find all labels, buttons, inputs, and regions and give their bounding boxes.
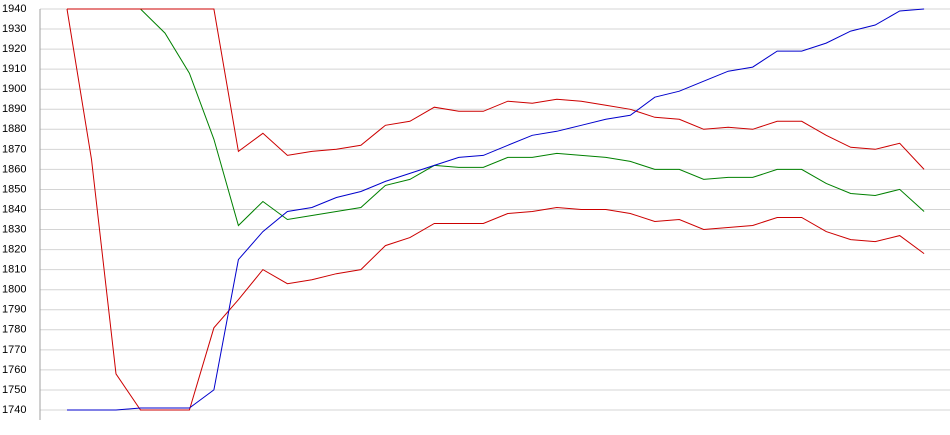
y-tick-label: 1790 <box>2 304 26 316</box>
y-tick-label: 1760 <box>2 364 26 376</box>
y-tick-label: 1840 <box>2 203 26 215</box>
y-tick-label: 1860 <box>2 163 26 175</box>
y-tick-label: 1890 <box>2 103 26 115</box>
series-line <box>66 8 925 411</box>
y-tick-label: 1880 <box>2 123 26 135</box>
series-line <box>67 8 925 411</box>
y-tick-label: 1810 <box>2 264 26 276</box>
y-tick-label: 1850 <box>2 183 26 195</box>
y-tick-label: 1910 <box>2 63 26 75</box>
y-tick-label: 1940 <box>2 3 26 15</box>
y-tick-label: 1900 <box>2 83 26 95</box>
y-tick-label: 1750 <box>2 384 26 396</box>
y-tick-label: 1920 <box>2 43 26 55</box>
y-tick-label: 1780 <box>2 324 26 336</box>
y-tick-label: 1770 <box>2 344 26 356</box>
y-tick-label: 1740 <box>2 404 26 416</box>
series-line <box>67 8 925 170</box>
y-tick-label: 1820 <box>2 244 26 256</box>
y-tick-label: 1930 <box>2 23 26 35</box>
y-tick-label: 1800 <box>2 284 26 296</box>
y-tick-label: 1870 <box>2 143 26 155</box>
y-tick-label: 1830 <box>2 223 26 235</box>
series-line <box>67 8 925 227</box>
